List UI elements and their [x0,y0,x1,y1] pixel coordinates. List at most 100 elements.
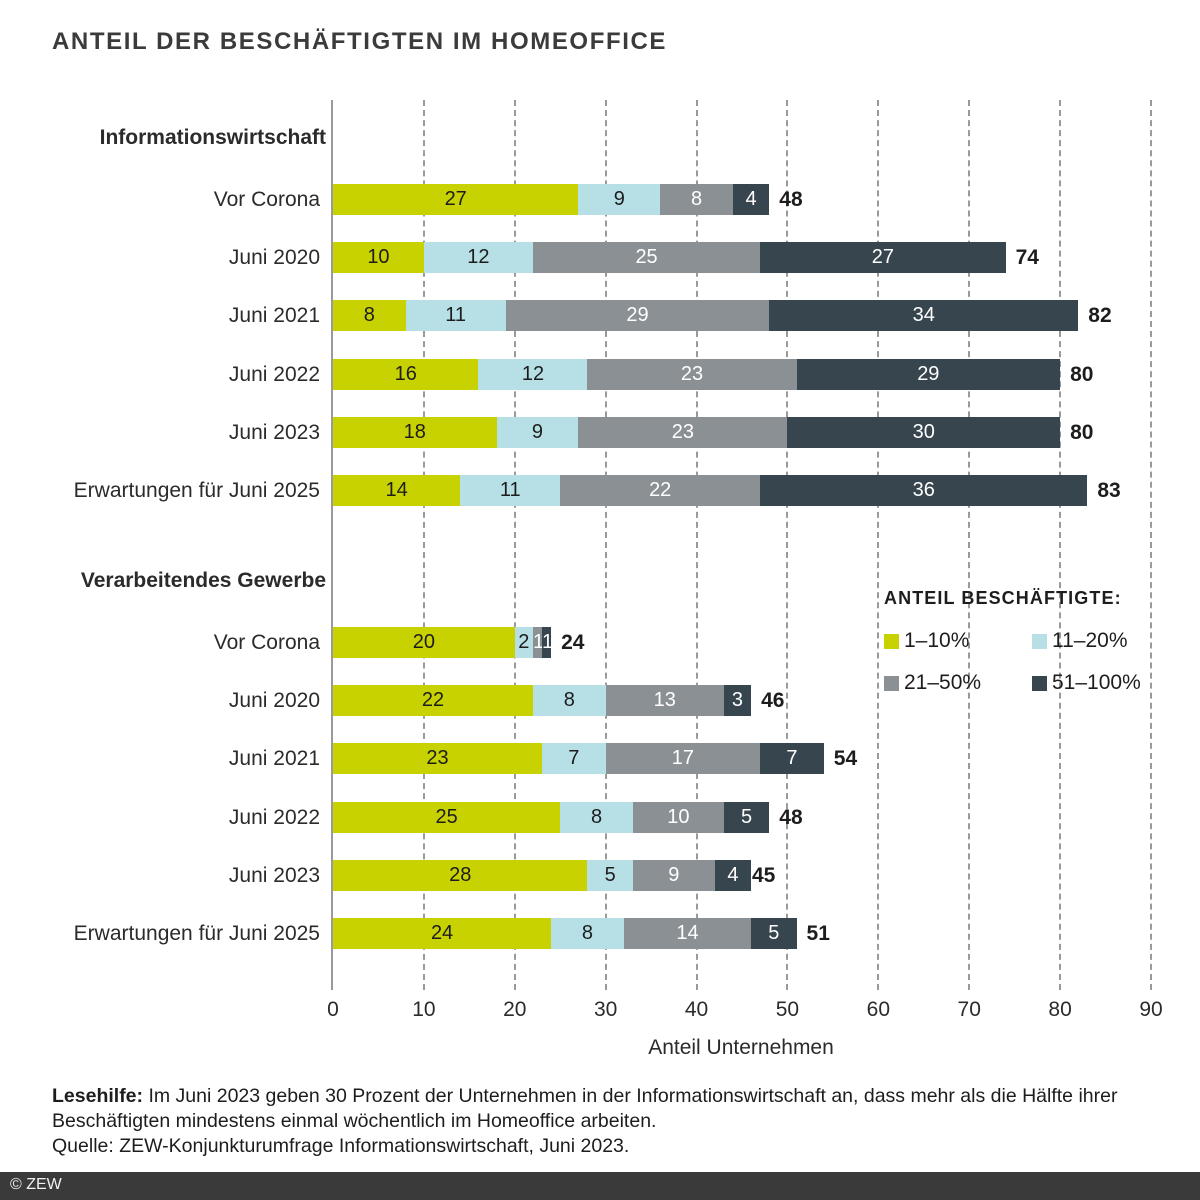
bar-segment-4[interactable]: 5 [723,801,770,833]
bar-row[interactable]: Vor Corona 20 2 1 1 24 [0,627,1200,658]
lesehilfe-text: Im Juni 2023 geben 30 Prozent der Untern… [52,1085,1118,1132]
bar-segment-value: 1 [532,631,543,653]
bar-segment-4[interactable]: 29 [796,358,1061,390]
gridline-80 [1059,100,1062,990]
bar-segment-3[interactable]: 14 [623,918,752,949]
gridline-30 [604,100,607,990]
row-label: Juni 2023 [228,863,320,887]
bar-segment-2[interactable]: 8 [551,918,624,949]
bar-segment-1[interactable]: 25 [333,801,561,833]
bar-segment-2[interactable]: 7 [542,743,606,775]
row-label: Juni 2021 [228,747,320,771]
bar-row[interactable]: Juni 2021 23 7 17 7 54 [0,743,1200,775]
bar-row[interactable]: Juni 2022 25 8 10 5 48 [0,801,1200,833]
bar-segment-3[interactable]: 25 [532,242,761,274]
bar-total-value: 24 [561,631,585,654]
bar-segment-2[interactable]: 9 [496,416,579,448]
x-tick-label-40: 40 [684,998,709,1021]
stacked-bar: 22 8 13 3 [333,685,752,717]
bar-segment-1[interactable]: 16 [333,358,479,390]
bar-segment-2[interactable]: 12 [478,358,588,390]
bar-total-value: 51 [806,922,830,945]
bar-row[interactable]: Vor Corona 27 9 8 4 48 [0,184,1200,215]
legend-item-11-20[interactable]: 11–20% [1032,629,1128,653]
bar-segment-2[interactable]: 2 [514,627,533,658]
bar-row[interactable]: Juni 2020 10 12 25 27 74 [0,242,1200,274]
bar-segment-value: 14 [385,479,408,501]
bar-segment-4[interactable]: 1 [542,627,552,658]
bar-segment-value: 7 [568,747,580,770]
bar-segment-2[interactable]: 11 [405,300,506,332]
row-label: Juni 2022 [228,805,320,829]
legend-item-51-100[interactable]: 51–100% [1032,671,1141,695]
legend-item-21-50[interactable]: 21–50% [884,671,1032,695]
bar-segment-2[interactable]: 5 [587,859,633,891]
chart-plot-area: 0 10 20 30 40 50 60 70 80 90 Anteil Unternehmen Inf… [0,100,1200,1059]
bar-segment-3[interactable]: 22 [560,475,761,506]
bar-segment-4[interactable]: 7 [760,743,824,775]
bar-segment-1[interactable]: 18 [333,416,497,448]
legend-item-1-10[interactable]: 1–10% [884,629,1032,653]
bar-segment-1[interactable]: 23 [333,743,543,775]
bar-segment-value: 22 [649,479,672,501]
bar-segment-4[interactable]: 5 [751,918,797,949]
bar-segment-value: 8 [581,922,594,944]
bar-segment-value: 23 [680,362,704,385]
x-tick-label-20: 20 [503,998,527,1021]
bar-segment-3[interactable]: 13 [605,685,724,717]
stacked-bar: 8 11 29 34 [333,300,1079,332]
bar-segment-value: 1 [542,631,552,653]
quelle-text: Quelle: ZEW-Konjunkturumfrage Informatio… [52,1135,630,1157]
bar-segment-1[interactable]: 22 [333,685,533,717]
bar-segment-4[interactable]: 3 [723,685,752,717]
bar-segment-value: 8 [363,304,375,327]
legend-label-21-50: 21–50% [904,671,982,694]
bar-segment-4[interactable]: 4 [732,184,770,215]
gridline-90 [1150,100,1152,990]
bar-segment-1[interactable]: 10 [333,242,424,274]
bar-segment-value: 17 [671,747,695,770]
bar-segment-3[interactable]: 1 [532,627,543,658]
bar-total-value: 45 [752,863,776,887]
bar-segment-3[interactable]: 8 [660,184,733,215]
bar-segment-3[interactable]: 23 [587,358,797,390]
bar-segment-3[interactable]: 10 [632,801,724,833]
bar-segment-4[interactable]: 4 [714,859,752,891]
gridline-60 [877,100,880,990]
bar-segment-4[interactable]: 27 [760,242,1006,274]
bar-segment-4[interactable]: 36 [760,475,1088,506]
bar-segment-3[interactable]: 29 [505,300,770,332]
bar-segment-2[interactable]: 12 [423,242,533,274]
x-tick-label-50: 50 [775,998,800,1021]
bar-row[interactable]: Juni 2023 18 9 23 30 80 [0,416,1200,448]
bar-segment-1[interactable]: 24 [333,918,552,949]
bar-segment-value: 9 [531,420,544,443]
bar-row[interactable]: Erwartungen für Juni 2025 24 8 14 5 51 [0,918,1200,949]
row-label: Erwartungen für Juni 2025 [73,922,320,945]
bar-segment-2[interactable]: 9 [578,184,661,215]
bar-row[interactable]: Juni 2023 28 5 9 4 45 [0,859,1200,891]
bar-segment-4[interactable]: 30 [787,416,1061,448]
bar-segment-2[interactable]: 8 [532,685,606,717]
bar-segment-3[interactable]: 17 [605,743,761,775]
bar-segment-2[interactable]: 8 [560,801,633,833]
bar-segment-value: 30 [912,420,935,443]
bar-segment-3[interactable]: 23 [578,416,788,448]
bar-row[interactable]: Juni 2021 8 11 29 34 82 [0,300,1200,332]
bar-segment-1[interactable]: 8 [333,300,406,332]
bar-segment-1[interactable]: 14 [333,475,461,506]
bar-segment-value: 23 [426,747,449,770]
bar-segment-value: 5 [768,922,780,944]
bar-segment-1[interactable]: 27 [333,184,579,215]
bar-segment-2[interactable]: 11 [460,475,561,506]
bar-segment-1[interactable]: 20 [333,627,515,658]
bar-row[interactable]: Juni 2020 22 8 13 3 46 [0,685,1200,717]
bar-segment-3[interactable]: 9 [632,859,715,891]
bar-segment-4[interactable]: 34 [769,300,1079,332]
bar-segment-1[interactable]: 28 [333,859,588,891]
bar-row[interactable]: Juni 2022 16 12 23 29 80 [0,358,1200,390]
gridline-40 [695,100,698,990]
bar-row[interactable]: Erwartungen für Juni 2025 14 11 22 36 83 [0,475,1200,506]
bar-segment-value: 28 [449,863,472,886]
bar-segment-value: 27 [871,246,894,269]
